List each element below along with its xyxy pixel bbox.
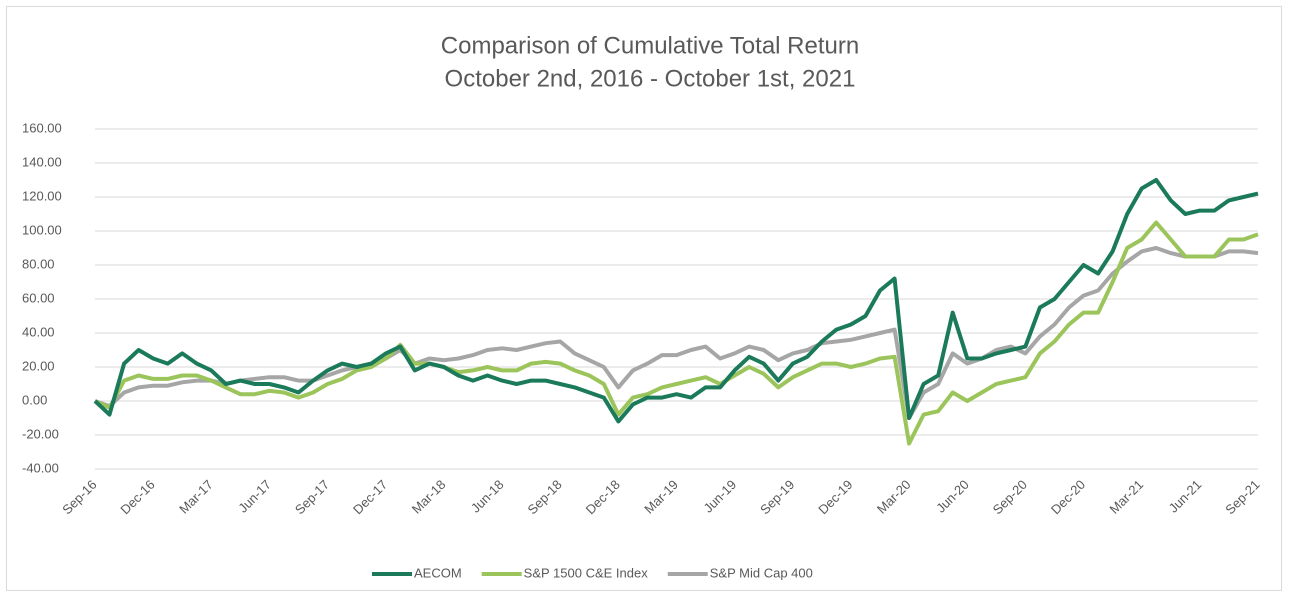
legend-label: S&P Mid Cap 400 <box>710 565 813 580</box>
y-tick-label: -20.00 <box>22 426 59 441</box>
y-tick-label: 140.00 <box>22 154 62 169</box>
legend-label: AECOM <box>414 565 462 580</box>
y-tick-label: 120.00 <box>22 188 62 203</box>
y-tick-label: 160.00 <box>22 120 62 135</box>
y-tick-label: 100.00 <box>22 222 62 237</box>
legend: AECOM S&P 1500 C&E Index S&P Mid Cap 400 <box>372 565 813 580</box>
chart-subtitle: October 2nd, 2016 - October 1st, 2021 <box>445 65 856 92</box>
legend-label: S&P 1500 C&E Index <box>524 565 649 580</box>
series-line <box>93 178 1259 424</box>
y-tick-label: -40.00 <box>22 460 59 475</box>
chart-title: Comparison of Cumulative Total Return <box>441 32 859 59</box>
y-tick-label: 60.00 <box>22 290 55 305</box>
y-tick-label: 0.00 <box>22 392 47 407</box>
series-line <box>94 220 1259 446</box>
y-tick-label: 20.00 <box>22 358 55 373</box>
y-tick-label: 40.00 <box>22 324 55 339</box>
series-line <box>94 246 1259 420</box>
y-tick-label: 80.00 <box>22 256 55 271</box>
